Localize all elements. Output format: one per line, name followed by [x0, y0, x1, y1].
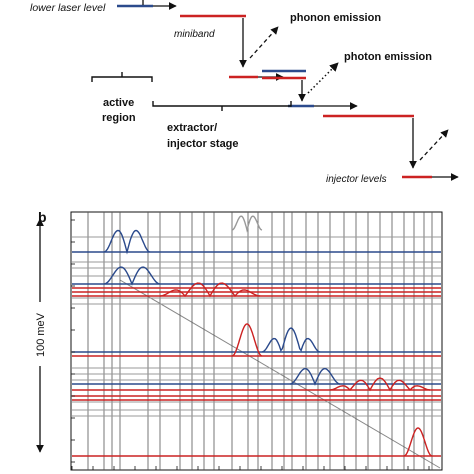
wavefunction-gray: [231, 215, 263, 233]
wavefunction-upper: [103, 229, 151, 255]
extractor-label-2: injector stage: [167, 138, 239, 150]
lower-laser-level-label: lower laser level: [30, 2, 106, 14]
wavefunction-injector: [329, 377, 431, 392]
injector-levels-label: injector levels: [326, 174, 387, 185]
wavefunction-injector-lower: [403, 427, 433, 457]
photon-emission-label: photon emission: [344, 51, 432, 63]
phonon-emission-arrow: [249, 26, 279, 59]
phonon-emission-label: phonon emission: [290, 12, 381, 24]
y-axis-label: 100 meV: [35, 312, 47, 357]
wavefunction-miniband: [159, 282, 261, 298]
wavefunction-extractor-2: [289, 367, 341, 386]
plot-frame: [70, 211, 443, 471]
wavefunction-upper-2: [103, 266, 161, 286]
photon-emission-arrow: [307, 62, 339, 94]
active-region-label-2: region: [102, 112, 136, 124]
active-region-bracket: [91, 72, 153, 82]
panel-b-label: b: [38, 209, 47, 225]
extractor-bracket: [152, 101, 292, 111]
panel-a-diagram: lower laser level miniband phonon emissi…: [30, 0, 459, 185]
active-region-label-1: active: [103, 97, 134, 109]
wavefunction-extractor: [261, 327, 321, 353]
phonon-emission-arrow-2: [419, 129, 449, 161]
extractor-label-1: extractor/: [167, 122, 217, 134]
band-structure-plot: [70, 211, 443, 471]
wavefunction-lower: [231, 323, 263, 357]
miniband-label: miniband: [174, 29, 215, 40]
